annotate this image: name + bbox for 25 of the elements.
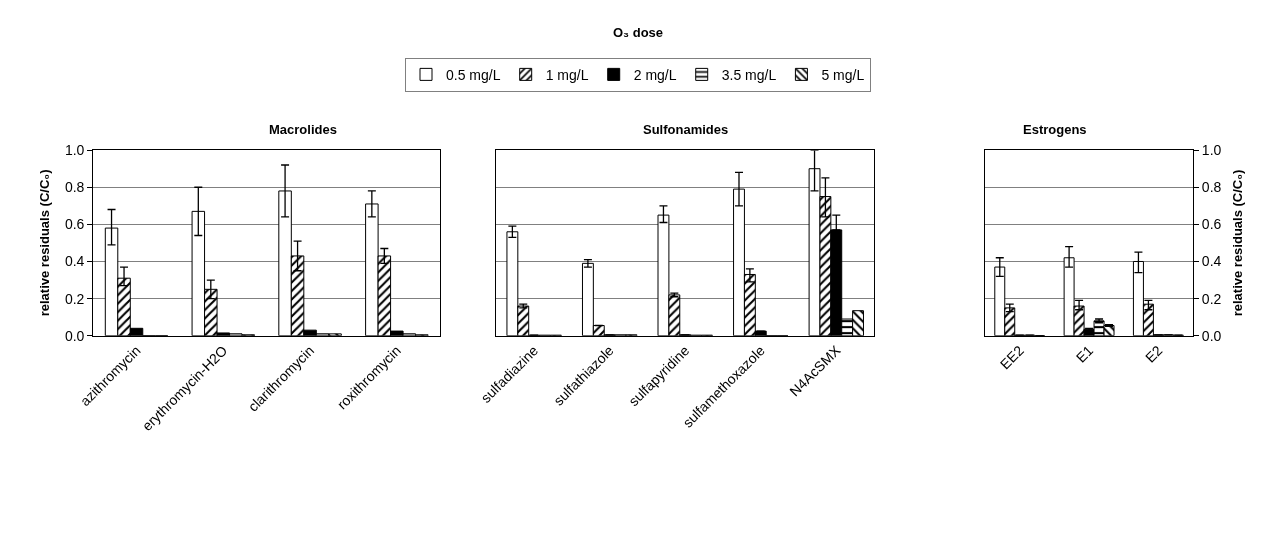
y-tick-label: 1.0 — [64, 142, 85, 159]
chart-title: Macrolides — [269, 122, 337, 137]
text: 3.5 mg/L — [721, 66, 777, 83]
y-tick-label: 0.6 — [64, 216, 85, 233]
chart-title: Sulfonamides — [643, 122, 729, 137]
chart-title: Estrogens — [1023, 122, 1087, 137]
y-tick-label: 0.8 — [64, 179, 85, 196]
legend-label: 2 mg/L — [633, 66, 677, 83]
y2-tick-label: 0.2 — [1201, 290, 1222, 307]
y-tick-label: 0.0 — [64, 327, 85, 344]
x-tick-label: E2 — [1142, 342, 1166, 366]
x-tick-label: E1 — [1072, 342, 1097, 366]
y2-tick-label: 0.6 — [1201, 216, 1222, 233]
text: 5 mg/L — [821, 66, 865, 83]
y2-tick-label: 0.8 — [1201, 179, 1222, 196]
legend-title: O₃ dose — [613, 25, 664, 40]
legend-label: 0.5 mg/L — [446, 66, 501, 83]
y-tick-label: 0.4 — [64, 253, 85, 270]
y-tick-label: 0.2 — [64, 290, 85, 307]
text: 1 mg/L — [545, 66, 589, 83]
y2-tick-label: 0.0 — [1201, 327, 1222, 344]
y2-tick-label: 0.4 — [1201, 253, 1222, 270]
y-axis-title: relative residuals (C/C₀) — [36, 169, 52, 317]
y2-axis-title: relative residuals (C/C₀) — [1230, 169, 1246, 317]
y2-tick-label: 1.0 — [1201, 142, 1222, 159]
